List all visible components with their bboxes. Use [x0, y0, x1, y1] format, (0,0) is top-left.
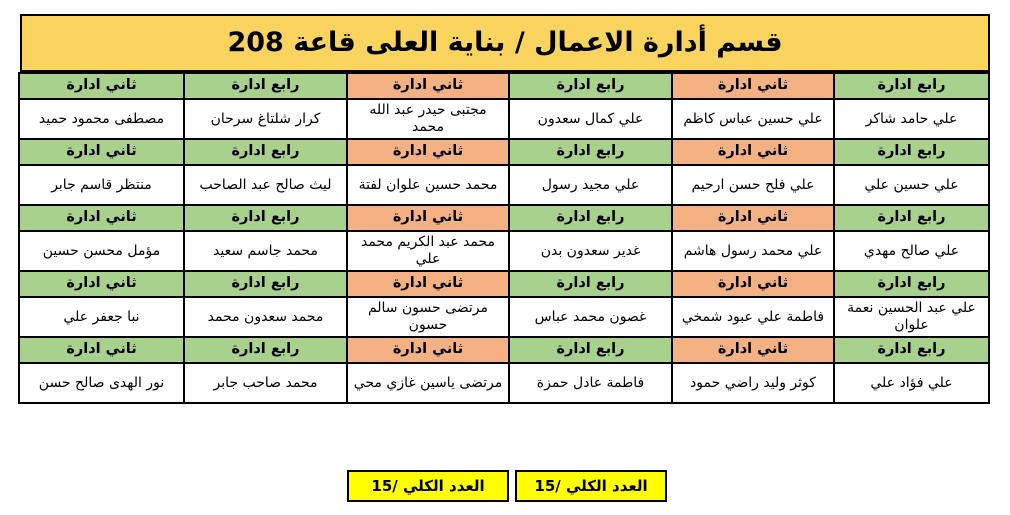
student-name-cell: مجتبى حيدر عبد الله محمد [346, 98, 510, 140]
student-name-cell: مرتضى ياسين غازي محي [346, 362, 510, 404]
column-header-cell: ثاني ادارة [18, 270, 185, 298]
student-name-cell: محمد سعدون محمد [183, 296, 348, 338]
column-header-cell: رابع ادارة [183, 270, 348, 298]
student-name-cell: علي حسين علي [833, 164, 990, 206]
table-header-row: رابع ادارة ثاني ادارة رابع ادارة ثاني ادارة… [18, 138, 990, 166]
table-header-row: رابع ادارة ثاني ادارة رابع ادارة ثاني ادارة… [18, 72, 990, 100]
student-name-cell: محمد جاسم سعيد [183, 230, 348, 272]
column-header-cell: ثاني ادارة [671, 270, 835, 298]
column-header-cell: رابع ادارة [833, 138, 990, 166]
document-title-banner: قسم أدارة الاعمال / بناية العلى قاعة 208 [20, 14, 990, 72]
student-name-cell: غدير سعدون بدن [508, 230, 673, 272]
column-header-cell: رابع ادارة [508, 204, 673, 232]
column-header-cell: ثاني ادارة [346, 204, 510, 232]
totals-row: العدد الكلي /15 العدد الكلي /15 [20, 470, 990, 502]
student-name-cell: منتظر قاسم جابر [18, 164, 185, 206]
student-name-cell: محمد حسين علوان لفتة [346, 164, 510, 206]
roster-table-container: رابع ادارة ثاني ادارة رابع ادارة ثاني ادارة… [18, 72, 990, 404]
student-name-cell: علي حامد شاكر [833, 98, 990, 140]
column-header-cell: رابع ادارة [833, 270, 990, 298]
student-name-cell: محمد عبد الكريم محمد علي [346, 230, 510, 272]
student-name-cell: فاطمة عادل حمزة [508, 362, 673, 404]
student-name-cell: مرتضى حسون سالم حسون [346, 296, 510, 338]
student-name-cell: علي فلح حسن ارحيم [671, 164, 835, 206]
column-header-cell: رابع ادارة [183, 204, 348, 232]
roster-table-body: رابع ادارة ثاني ادارة رابع ادارة ثاني ادارة… [18, 72, 990, 404]
column-header-cell: ثاني ادارة [671, 138, 835, 166]
column-header-cell: ثاني ادارة [346, 336, 510, 364]
table-row: علي صالح مهدي علي محمد رسول هاشم غدير سعدو… [18, 230, 990, 272]
total-badge-right: العدد الكلي /15 [515, 470, 667, 502]
column-header-cell: رابع ادارة [833, 72, 990, 100]
student-name-cell: علي عبد الحسين نعمة علوان [833, 296, 990, 338]
column-header-cell: رابع ادارة [508, 336, 673, 364]
student-name-cell: علي محمد رسول هاشم [671, 230, 835, 272]
table-row: علي حسين علي علي فلح حسن ارحيم علي مجيد رس… [18, 164, 990, 206]
student-name-cell: علي مجيد رسول [508, 164, 673, 206]
column-header-cell: رابع ادارة [183, 138, 348, 166]
table-row: علي فؤاد علي كوثر وليد راضي حمود فاطمة عاد… [18, 362, 990, 404]
column-header-cell: ثاني ادارة [18, 204, 185, 232]
page-title: قسم أدارة الاعمال / بناية العلى قاعة 208 [227, 27, 783, 59]
column-header-cell: ثاني ادارة [346, 138, 510, 166]
column-header-cell: ثاني ادارة [18, 336, 185, 364]
table-header-row: رابع ادارة ثاني ادارة رابع ادارة ثاني ادارة… [18, 204, 990, 232]
column-header-cell: رابع ادارة [183, 336, 348, 364]
total-badge-left: العدد الكلي /15 [347, 470, 509, 502]
column-header-cell: ثاني ادارة [671, 336, 835, 364]
column-header-cell: ثاني ادارة [346, 72, 510, 100]
student-name-cell: علي فؤاد علي [833, 362, 990, 404]
student-name-cell: نور الهدى صالح حسن [18, 362, 185, 404]
student-name-cell: غصون محمد عباس [508, 296, 673, 338]
column-header-cell: رابع ادارة [833, 336, 990, 364]
column-header-cell: ثاني ادارة [346, 270, 510, 298]
student-name-cell: ليث صالح عبد الصاحب [183, 164, 348, 206]
student-name-cell: كرار شلتاغ سرحان [183, 98, 348, 140]
table-header-row: رابع ادارة ثاني ادارة رابع ادارة ثاني ادارة… [18, 270, 990, 298]
student-name-cell: نبا جعفر علي [18, 296, 185, 338]
student-name-cell: علي كمال سعدون [508, 98, 673, 140]
column-header-cell: رابع ادارة [183, 72, 348, 100]
student-name-cell: محمد صاحب جابر [183, 362, 348, 404]
table-header-row: رابع ادارة ثاني ادارة رابع ادارة ثاني ادارة… [18, 336, 990, 364]
column-header-cell: رابع ادارة [833, 204, 990, 232]
column-header-cell: ثاني ادارة [671, 72, 835, 100]
table-row: علي عبد الحسين نعمة علوان فاطمة علي عبود … [18, 296, 990, 338]
table-row: علي حامد شاكر علي حسين عباس كاظم علي كمال … [18, 98, 990, 140]
student-name-cell: مصطفى محمود حميد [18, 98, 185, 140]
column-header-cell: رابع ادارة [508, 138, 673, 166]
student-name-cell: علي حسين عباس كاظم [671, 98, 835, 140]
column-header-cell: ثاني ادارة [671, 204, 835, 232]
column-header-cell: ثاني ادارة [18, 72, 185, 100]
student-name-cell: فاطمة علي عبود شمخي [671, 296, 835, 338]
roster-table: رابع ادارة ثاني ادارة رابع ادارة ثاني ادارة… [18, 72, 990, 404]
student-name-cell: مؤمل محسن حسين [18, 230, 185, 272]
column-header-cell: رابع ادارة [508, 72, 673, 100]
student-name-cell: علي صالح مهدي [833, 230, 990, 272]
column-header-cell: ثاني ادارة [18, 138, 185, 166]
student-name-cell: كوثر وليد راضي حمود [671, 362, 835, 404]
column-header-cell: رابع ادارة [508, 270, 673, 298]
